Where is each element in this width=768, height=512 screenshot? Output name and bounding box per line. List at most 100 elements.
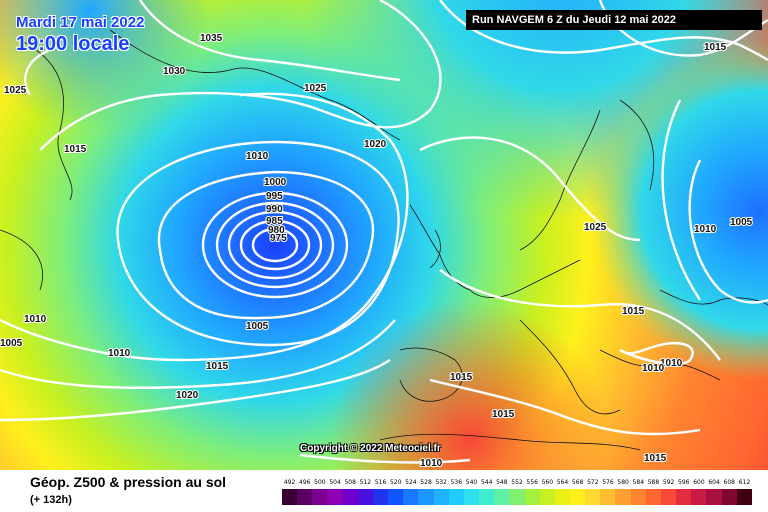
legend-swatch [403, 489, 419, 505]
isobar-label: 990 [266, 204, 283, 215]
legend-value: 600 [693, 479, 705, 486]
isobar-label: 1010 [642, 363, 665, 374]
legend-swatch [585, 489, 601, 505]
isobar-label: 1035 [200, 33, 223, 44]
legend-swatch [297, 489, 313, 505]
legend-value: 536 [450, 479, 463, 486]
legend-value: 552 [511, 479, 523, 486]
legend-swatch [494, 489, 510, 505]
isobar-label: 1010 [660, 358, 683, 369]
copyright-notice: Copyright © 2022 Meteociel.fr [300, 443, 441, 454]
legend-swatch [645, 489, 661, 505]
isobar-label: 1015 [492, 409, 515, 420]
legend-value: 560 [541, 479, 554, 486]
isobar-label: 1010 [246, 151, 269, 162]
isobar-label: 1005 [246, 321, 269, 332]
isobar-label: 1025 [584, 222, 607, 233]
legend-value: 540 [465, 479, 478, 486]
legend-value: 596 [678, 479, 690, 486]
field-title: Géop. Z500 & pression au sol [30, 474, 227, 490]
legend-value: 516 [374, 479, 387, 486]
isobar-label: 1000 [264, 177, 287, 188]
legend-value: 508 [344, 479, 356, 486]
legend-value: 492 [283, 479, 296, 486]
isobar-label: 1015 [64, 144, 87, 155]
legend-swatch [418, 489, 434, 505]
legend-value: 544 [480, 479, 493, 486]
legend-value: 532 [435, 479, 447, 486]
legend-swatch [554, 489, 570, 505]
forecast-time: 19:00 locale [16, 33, 130, 55]
legend-swatch [509, 489, 525, 505]
legend-value: 504 [329, 479, 341, 486]
isobar-label: 1015 [644, 453, 667, 464]
model-run-label: Run NAVGEM 6 Z du Jeudi 12 mai 2022 [466, 10, 762, 30]
isobar-label: 975 [270, 233, 287, 244]
legend-swatch [691, 489, 707, 505]
legend-swatch [312, 489, 328, 505]
isobar-label: 1020 [176, 390, 199, 401]
legend-swatch [630, 489, 646, 505]
isobar-label: 980 [268, 225, 285, 236]
color-scale-legend: 492 496 500 504 508 512 516 520 524 528 532 536 540 5… [282, 479, 752, 505]
legend-swatch [569, 489, 586, 505]
isobar-label: 995 [266, 191, 283, 202]
legend-value: 528 [420, 479, 432, 486]
legend-swatch [357, 489, 373, 505]
legend-value: 548 [496, 479, 508, 486]
legend-swatch [433, 489, 449, 505]
isobar-label: 1015 [450, 372, 473, 383]
legend-swatch [327, 489, 343, 505]
isobar-label: 985 [266, 216, 283, 227]
isobar-label: 1005 [730, 217, 753, 228]
legend-swatch [524, 489, 540, 505]
isobar-label: 1005 [0, 338, 23, 349]
legend-value: 520 [389, 479, 402, 486]
legend-value: 576 [602, 479, 614, 486]
legend-value: 568 [571, 479, 584, 486]
legend-swatch [600, 489, 616, 505]
isobar-label: 1010 [420, 458, 443, 469]
legend-swatch [388, 489, 404, 505]
legend-swatch [342, 489, 358, 505]
isobar-label: 1010 [108, 348, 131, 359]
legend-value: 512 [359, 479, 372, 486]
isobar-labels: 1035 1030 1025 1025 1015 1010 1020 1000 … [0, 32, 754, 470]
legend-value: 496 [299, 479, 311, 486]
isobar-label: 1015 [622, 306, 645, 317]
legend-value: 608 [723, 479, 735, 486]
forecast-date: Mardi 17 mai 2022 [16, 14, 145, 31]
isobar-label: 1020 [364, 139, 387, 150]
legend-swatch [479, 489, 495, 505]
legend-value: 556 [526, 479, 538, 486]
legend-value: 588 [647, 479, 660, 486]
legend-swatch [706, 489, 722, 505]
legend-swatch [282, 489, 298, 505]
legend-swatch [539, 489, 555, 505]
isobar-label: 1030 [163, 66, 186, 77]
legend-value: 584 [632, 479, 645, 486]
z500-color-field [0, 0, 768, 470]
legend-swatch [721, 489, 737, 505]
legend-swatch [660, 489, 677, 505]
coastlines [0, 29, 768, 451]
legend-value: 612 [738, 479, 751, 486]
legend-swatch [463, 489, 480, 505]
legend-swatch [676, 489, 692, 505]
isobar-label: 1015 [704, 42, 727, 53]
legend-value: 592 [662, 479, 675, 486]
legend-swatch [372, 489, 389, 505]
legend-value: 572 [587, 479, 599, 486]
z500-pressure-map: 1035 1030 1025 1025 1015 1010 1020 1000 … [0, 0, 768, 470]
legend-value: 524 [405, 479, 417, 486]
legend-bar [282, 489, 752, 505]
legend-swatch [736, 489, 752, 505]
legend-swatch [448, 489, 464, 505]
lead-time: (+ 132h) [30, 494, 72, 506]
isobar-label: 1025 [4, 85, 27, 96]
legend-labels: 492 496 500 504 508 512 516 520 524 528 532 536 540 5… [282, 479, 752, 489]
isobar-label: 1025 [304, 83, 327, 94]
legend-value: 564 [556, 479, 569, 486]
map-footer: Géop. Z500 & pression au sol (+ 132h) 49… [0, 470, 768, 512]
